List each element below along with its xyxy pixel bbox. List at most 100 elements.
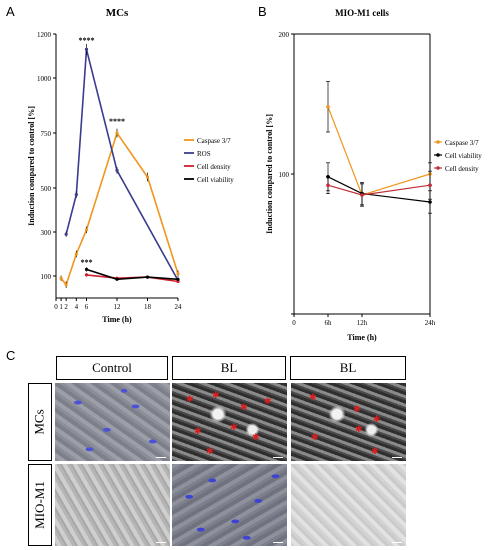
legend-label: ROS <box>197 150 211 158</box>
series-line-3 <box>86 268 179 281</box>
data-point <box>326 105 330 109</box>
scale-bar <box>392 457 402 458</box>
y-tick-label: 300 <box>41 229 52 237</box>
red-marker: ✱ <box>194 426 202 436</box>
significance-label: **** <box>109 117 125 126</box>
chart-mio-m1: MIO-M1 cells 100 200 0 6h 12h 24h Time (h) Induc… <box>265 8 482 342</box>
column-header-bl-1: BL <box>172 356 286 380</box>
x-tick-label: 0 <box>292 319 296 327</box>
scale-bar <box>156 457 166 458</box>
red-marker: ✱ <box>186 394 194 404</box>
red-marker: ✱ <box>373 414 381 424</box>
y-tick-label: 1000 <box>37 75 52 83</box>
micrograph-mcs-control <box>55 383 170 461</box>
y-tick-label: 100 <box>279 171 290 179</box>
x-tick-label: 12 <box>114 303 122 311</box>
micrograph-mio-m1-bl <box>172 464 287 546</box>
panel-letter-a: A <box>6 4 15 19</box>
scale-bar <box>273 457 283 458</box>
x-tick-label: 4 <box>75 303 79 311</box>
micrograph-mio-m1-bl-zoom <box>291 464 406 546</box>
red-marker: ✱ <box>264 396 272 406</box>
data-point <box>115 168 119 172</box>
y-tick-label: 1200 <box>37 31 52 39</box>
data-point <box>74 252 78 256</box>
column-header-bl-2: BL <box>290 356 406 380</box>
data-point <box>84 267 89 271</box>
x-tick-label: 6 <box>85 303 89 311</box>
data-point <box>428 183 432 187</box>
data-point <box>360 193 364 197</box>
micrograph-mcs-bl-zoom: ✱ ✱ ✱ ✱ ✱ ✱ <box>291 383 406 461</box>
x-axis-label: Time (h) <box>102 315 132 324</box>
scale-bar <box>156 542 166 543</box>
x-tick-label: 1 <box>59 303 63 311</box>
red-marker: ✱ <box>206 446 214 456</box>
significance-label: *** <box>81 258 93 267</box>
red-marker: ✱ <box>252 432 260 442</box>
legend-label: Caspase 3/7 <box>445 139 479 147</box>
red-marker: ✱ <box>309 392 317 402</box>
column-header-control: Control <box>56 356 168 380</box>
data-point <box>176 272 180 276</box>
x-tick-label: 24 <box>175 303 183 311</box>
scale-bar <box>392 542 402 543</box>
row-label-mcs: MCs <box>28 383 52 461</box>
series-line-1 <box>65 49 179 281</box>
red-marker: ✱ <box>230 422 238 432</box>
red-marker: ✱ <box>311 432 319 442</box>
legend-marker <box>436 166 440 170</box>
y-tick-label: 200 <box>279 31 290 39</box>
row-label-mio-m1-text: MIO-M1 <box>32 481 48 529</box>
legend-label: Caspase 3/7 <box>197 137 231 145</box>
panel-letter-c: C <box>6 348 16 363</box>
data-point <box>145 275 150 279</box>
red-marker: ✱ <box>355 424 363 434</box>
red-marker: ✱ <box>371 446 379 456</box>
y-axis-label: Induction compared to control [%] <box>27 106 36 226</box>
data-point <box>326 183 330 187</box>
legend-label: Cell viability <box>445 152 482 160</box>
chart-title: MIO-M1 cells <box>335 8 389 18</box>
series-line-0 <box>327 106 431 196</box>
data-point <box>64 232 68 236</box>
x-axis-label: Time (h) <box>347 333 377 342</box>
legend-marker <box>436 153 440 157</box>
data-point <box>84 273 89 277</box>
data-point <box>176 277 180 281</box>
data-point <box>145 175 150 179</box>
red-marker: ✱ <box>240 402 248 412</box>
x-tick-label: 6h <box>325 319 333 327</box>
data-point <box>84 228 89 232</box>
data-point <box>176 279 180 284</box>
x-tick-label: 2 <box>64 303 68 311</box>
data-point <box>428 200 432 204</box>
y-tick-label: 750 <box>41 130 52 138</box>
significance-label: **** <box>79 36 95 45</box>
red-marker: ✱ <box>212 390 220 400</box>
data-point <box>74 193 78 197</box>
panel-letter-b: B <box>258 4 267 19</box>
row-label-mio-m1: MIO-M1 <box>28 464 52 546</box>
data-point <box>64 283 68 287</box>
scale-bar <box>273 542 283 543</box>
red-marker: ✱ <box>353 404 361 414</box>
x-tick-label: 12h <box>357 319 368 327</box>
x-tick-label: 18 <box>144 303 152 311</box>
legend-label: Cell density <box>445 165 479 173</box>
x-tick-label: 24h <box>425 319 436 327</box>
micrograph-mio-m1-control <box>55 464 170 546</box>
y-tick-label: 100 <box>41 273 52 281</box>
legend-label: Cell density <box>197 163 231 171</box>
data-point <box>115 277 119 281</box>
micrograph-mcs-bl: ✱ ✱ ✱ ✱ ✱ ✱ ✱ ✱ <box>172 383 287 461</box>
data-point <box>84 47 89 52</box>
data-point <box>115 131 119 135</box>
data-point <box>59 276 63 280</box>
y-axis-label: Induction compared to control [%] <box>265 114 274 234</box>
legend-marker <box>436 140 440 144</box>
y-tick-label: 500 <box>41 185 52 193</box>
row-label-mcs-text: MCs <box>32 409 48 435</box>
x-tick-label: 0 <box>54 303 58 311</box>
